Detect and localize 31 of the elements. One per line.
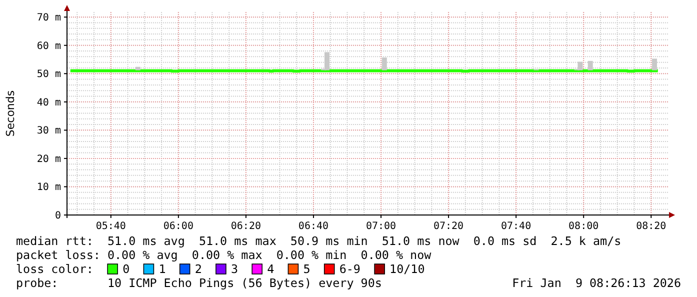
text: Fri Jan 9 08:26:13 2026	[512, 276, 681, 290]
legend-label: 5	[303, 262, 310, 276]
x-tick-label: 05:40	[96, 221, 126, 232]
legend-label: 2	[194, 262, 202, 276]
legend-label: 10/10	[390, 262, 425, 276]
y-tick-label: 40 m	[36, 97, 61, 108]
x-tick-label: 07:40	[501, 221, 532, 232]
y-axis-title: Seconds	[4, 90, 17, 137]
legend-label: 4	[267, 262, 274, 276]
text: probe: 10 ICMP Echo Pings (56 Bytes) every 90s	[16, 276, 382, 290]
legend-title: loss color:	[16, 262, 94, 276]
x-tick-label: 08:20	[636, 221, 666, 232]
y-tick-label: 70 m	[36, 12, 61, 24]
y-tick-label: 60 m	[36, 40, 61, 52]
legend-label: 1	[158, 262, 166, 276]
legend-label: 3	[230, 262, 238, 276]
x-tick-label: 06:00	[163, 221, 194, 232]
legend-label: 6-9	[339, 262, 360, 276]
y-tick-label: 30 m	[36, 126, 61, 137]
y-tick-label: 0	[54, 210, 61, 222]
text: packet loss: 0.00 % avg 0.00 % max 0.00 % min 0.00 % now	[16, 248, 432, 262]
text: median rtt: 51.0 ms avg 51.0 ms max 50.9 ms min 51.0 ms now 0.0 ms sd 2.5 k am/s	[16, 234, 622, 248]
y-tick-label: 10 m	[36, 182, 61, 194]
y-tick-label: 50 m	[36, 69, 61, 80]
legend-label: 0	[122, 262, 130, 276]
x-tick-label: 07:20	[433, 221, 464, 232]
x-tick-label: 07:00	[366, 221, 396, 232]
x-tick-label: 06:20	[230, 221, 262, 232]
x-tick-label: 08:00	[568, 221, 599, 232]
y-tick-label: 20 m	[36, 154, 61, 165]
x-tick-label: 06:40	[298, 221, 329, 232]
